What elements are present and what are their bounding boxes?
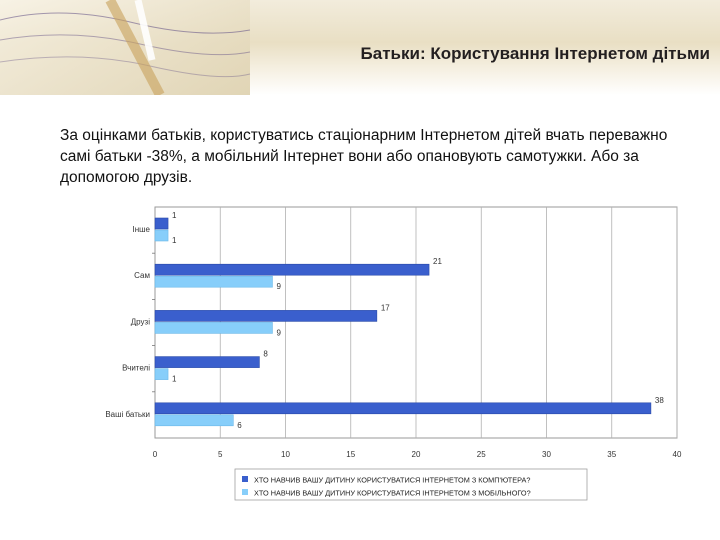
x-tick-label: 35 (607, 450, 616, 459)
category-label: Друзі (131, 317, 150, 326)
page-title: Батьки: Користування Інтернетом дітьми (360, 44, 710, 63)
data-label: 9 (276, 328, 281, 337)
category-label: Інше (132, 225, 150, 234)
bar (154, 275, 273, 288)
data-label: 6 (237, 421, 242, 430)
data-label: 8 (263, 350, 268, 359)
intro-paragraph: За оцінками батьків, користуватись стаці… (60, 127, 668, 186)
bar (154, 263, 430, 276)
x-tick-label: 40 (673, 450, 682, 459)
header-banner: Батьки: Користування Інтернетом дітьми (0, 0, 720, 95)
bar (154, 414, 234, 427)
data-label: 21 (433, 257, 442, 266)
x-tick-label: 30 (542, 450, 551, 459)
bar (154, 229, 169, 242)
bar (154, 356, 260, 368)
bar (154, 402, 652, 415)
data-label: 17 (381, 303, 390, 312)
bar (154, 322, 273, 334)
legend-label: ХТО НАВЧИВ ВАШУ ДИТИНУ КОРИСТУВАТИСЯ ІНТ… (254, 489, 531, 498)
bar (154, 368, 169, 380)
legend-swatch (242, 476, 248, 482)
legend-label: ХТО НАВЧИВ ВАШУ ДИТИНУ КОРИСТУВАТИСЯ ІНТ… (254, 476, 530, 485)
x-tick-label: 5 (218, 450, 223, 459)
bar (154, 310, 378, 322)
x-tick-label: 10 (281, 450, 290, 459)
data-label: 38 (655, 396, 664, 405)
data-label: 1 (172, 211, 177, 220)
category-label: Вчителі (122, 364, 150, 373)
data-label: 1 (172, 375, 177, 384)
data-label: 9 (276, 282, 281, 291)
data-label: 1 (172, 236, 177, 245)
legend-swatch (242, 489, 248, 495)
x-tick-label: 15 (346, 450, 355, 459)
legend-box (234, 468, 588, 501)
category-label: Сам (134, 271, 150, 280)
decorative-notebook-graphic (0, 0, 251, 95)
x-tick-label: 0 (153, 450, 158, 459)
x-tick-label: 20 (412, 450, 421, 459)
x-tick-label: 25 (477, 450, 486, 459)
bar (154, 217, 169, 230)
category-label: Ваші батьки (105, 410, 150, 419)
